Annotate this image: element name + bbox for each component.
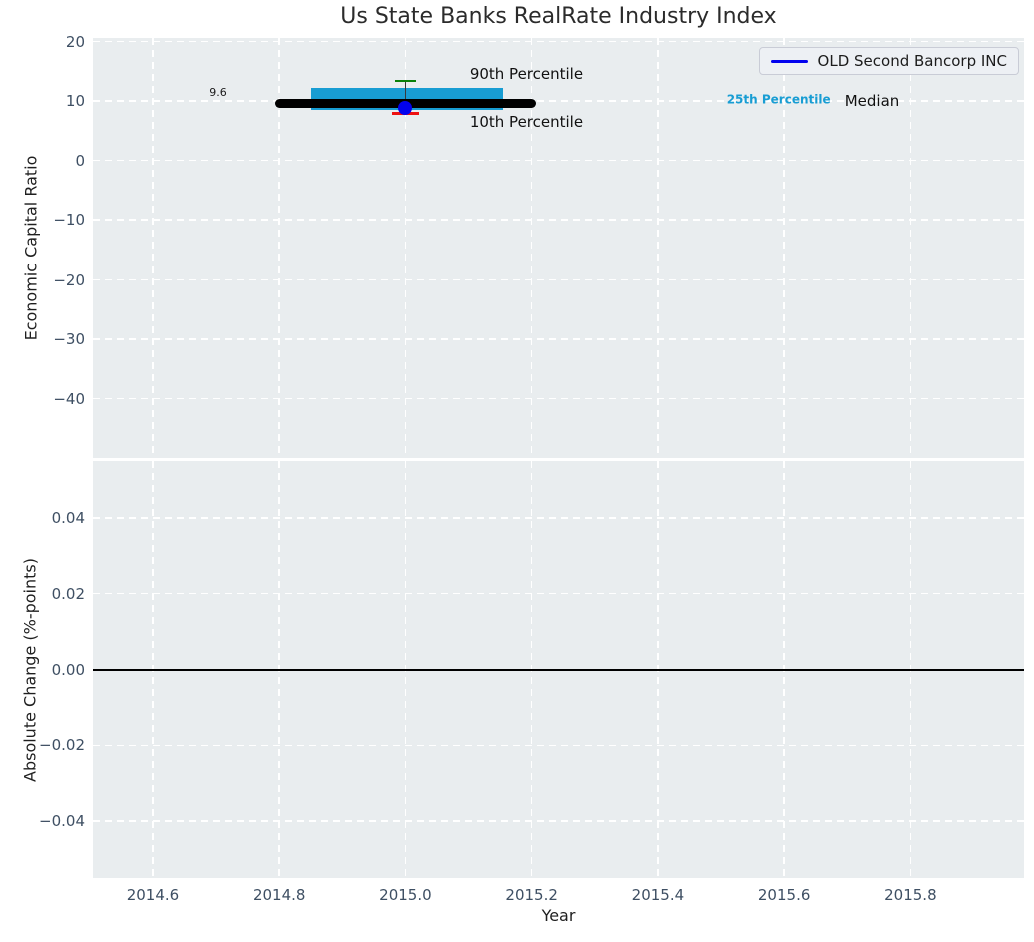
p90-cap — [395, 79, 416, 83]
chart-title: Us State Banks RealRate Industry Index — [340, 4, 777, 29]
annotation-90th-percentile: 90th Percentile — [469, 64, 584, 83]
gridline-x — [152, 38, 154, 458]
x-tick-label: 2015.2 — [505, 886, 558, 904]
legend-line-sample — [770, 59, 808, 63]
x-axis-label: Year — [541, 906, 576, 925]
gridline-y — [93, 159, 1024, 162]
legend-label: OLD Second Bancorp INC — [817, 52, 1007, 70]
bottom-axes: 0.04 0.02 0.00 −0.02 −0.04 2014.6 2014.8 2015.0… — [39, 461, 1024, 904]
gridline-x — [657, 38, 659, 458]
gridline-x — [530, 38, 533, 458]
y-tick-label: 10 — [65, 92, 85, 110]
gridline-y — [93, 820, 1024, 822]
gridline-x — [278, 38, 280, 458]
gridline-y — [93, 592, 1024, 595]
annotation-10th-percentile: 10th Percentile — [469, 112, 584, 131]
gridline-x — [404, 38, 407, 458]
y-tick-label: −40 — [53, 389, 85, 408]
gridline-y — [93, 397, 1024, 400]
gridline-y — [93, 100, 1024, 102]
x-tick-label: 2014.6 — [126, 886, 180, 904]
y-tick-label: 0 — [75, 151, 85, 170]
y-tick-label: 0.02 — [51, 584, 85, 603]
gridline-y — [93, 338, 1024, 340]
x-tick-label: 2015.4 — [631, 886, 685, 904]
x-tick-label: 2015.6 — [757, 886, 811, 904]
top-axes: OLD Second Bancorp INC 20 10 0 −10 −20 −30 −40… — [53, 33, 1024, 458]
gridline-y — [93, 517, 1024, 519]
annotation-25th-percentile: 25th Percentile — [726, 92, 831, 107]
y-tick-label: −10 — [53, 211, 85, 229]
y-tick-label: −0.04 — [39, 812, 85, 831]
gridline-y — [93, 278, 1024, 281]
y-tick-label: 20 — [65, 32, 85, 51]
y-tick-label: −30 — [53, 330, 85, 348]
x-tick-label: 2014.8 — [252, 886, 306, 904]
gridline-y — [93, 40, 1024, 43]
legend: OLD Second Bancorp INC — [758, 47, 1019, 75]
gridline-x — [909, 38, 912, 458]
zero-line — [93, 668, 1024, 671]
y-tick-label: 0.04 — [51, 508, 85, 527]
annotation-median: Median — [844, 91, 900, 110]
y-axis-label-top: Economic Capital Ratio — [21, 155, 41, 341]
y-tick-label: −0.02 — [39, 736, 85, 755]
y-tick-label: −20 — [53, 270, 85, 289]
annotation-9-6: 9.6 — [209, 85, 227, 99]
x-tick-label: 2015.0 — [379, 886, 432, 904]
whisker-line — [404, 80, 407, 114]
gridline-x — [783, 38, 785, 458]
company-dot — [398, 100, 413, 115]
y-tick-label: 0.00 — [51, 660, 85, 679]
x-tick-label: 2015.8 — [884, 886, 937, 904]
gridline-y — [93, 219, 1024, 221]
gridline-y — [93, 744, 1024, 747]
